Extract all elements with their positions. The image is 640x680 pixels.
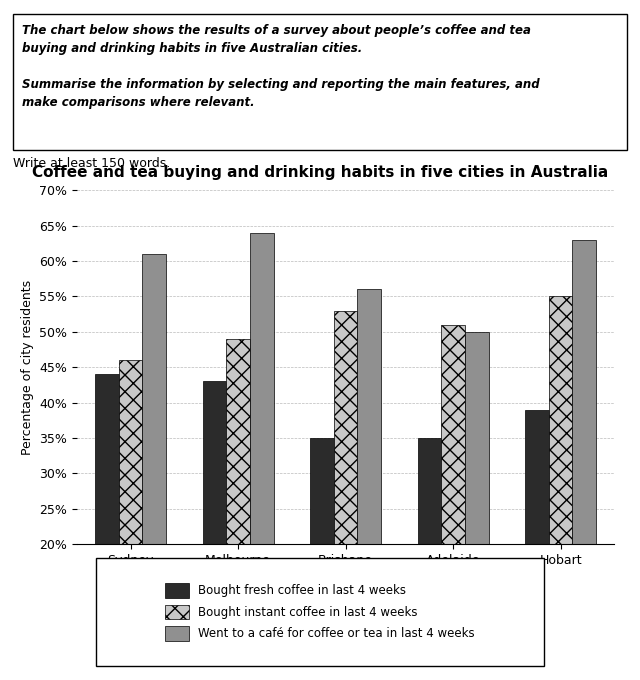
Text: Write at least 150 words.: Write at least 150 words. <box>13 156 170 170</box>
Bar <box>418 438 442 680</box>
FancyBboxPatch shape <box>13 14 627 150</box>
Bar <box>357 290 381 680</box>
Bar <box>310 438 334 680</box>
Y-axis label: Percentage of city residents: Percentage of city residents <box>20 279 33 455</box>
Bar <box>203 381 227 680</box>
Bar <box>250 233 273 680</box>
Bar <box>442 325 465 680</box>
Text: Coffee and tea buying and drinking habits in five cities in Australia: Coffee and tea buying and drinking habit… <box>32 165 608 180</box>
Bar <box>227 339 250 680</box>
FancyBboxPatch shape <box>96 558 544 666</box>
Text: The chart below shows the results of a survey about people’s coffee and tea
buyi: The chart below shows the results of a s… <box>22 24 540 109</box>
Bar <box>142 254 166 680</box>
Legend: Bought fresh coffee in last 4 weeks, Bought instant coffee in last 4 weeks, Went: Bought fresh coffee in last 4 weeks, Bou… <box>159 577 481 647</box>
Bar <box>334 311 357 680</box>
Bar <box>465 332 488 680</box>
Bar <box>119 360 142 680</box>
Bar <box>549 296 572 680</box>
Bar <box>95 374 119 680</box>
Bar <box>525 409 549 680</box>
Bar <box>572 240 596 680</box>
